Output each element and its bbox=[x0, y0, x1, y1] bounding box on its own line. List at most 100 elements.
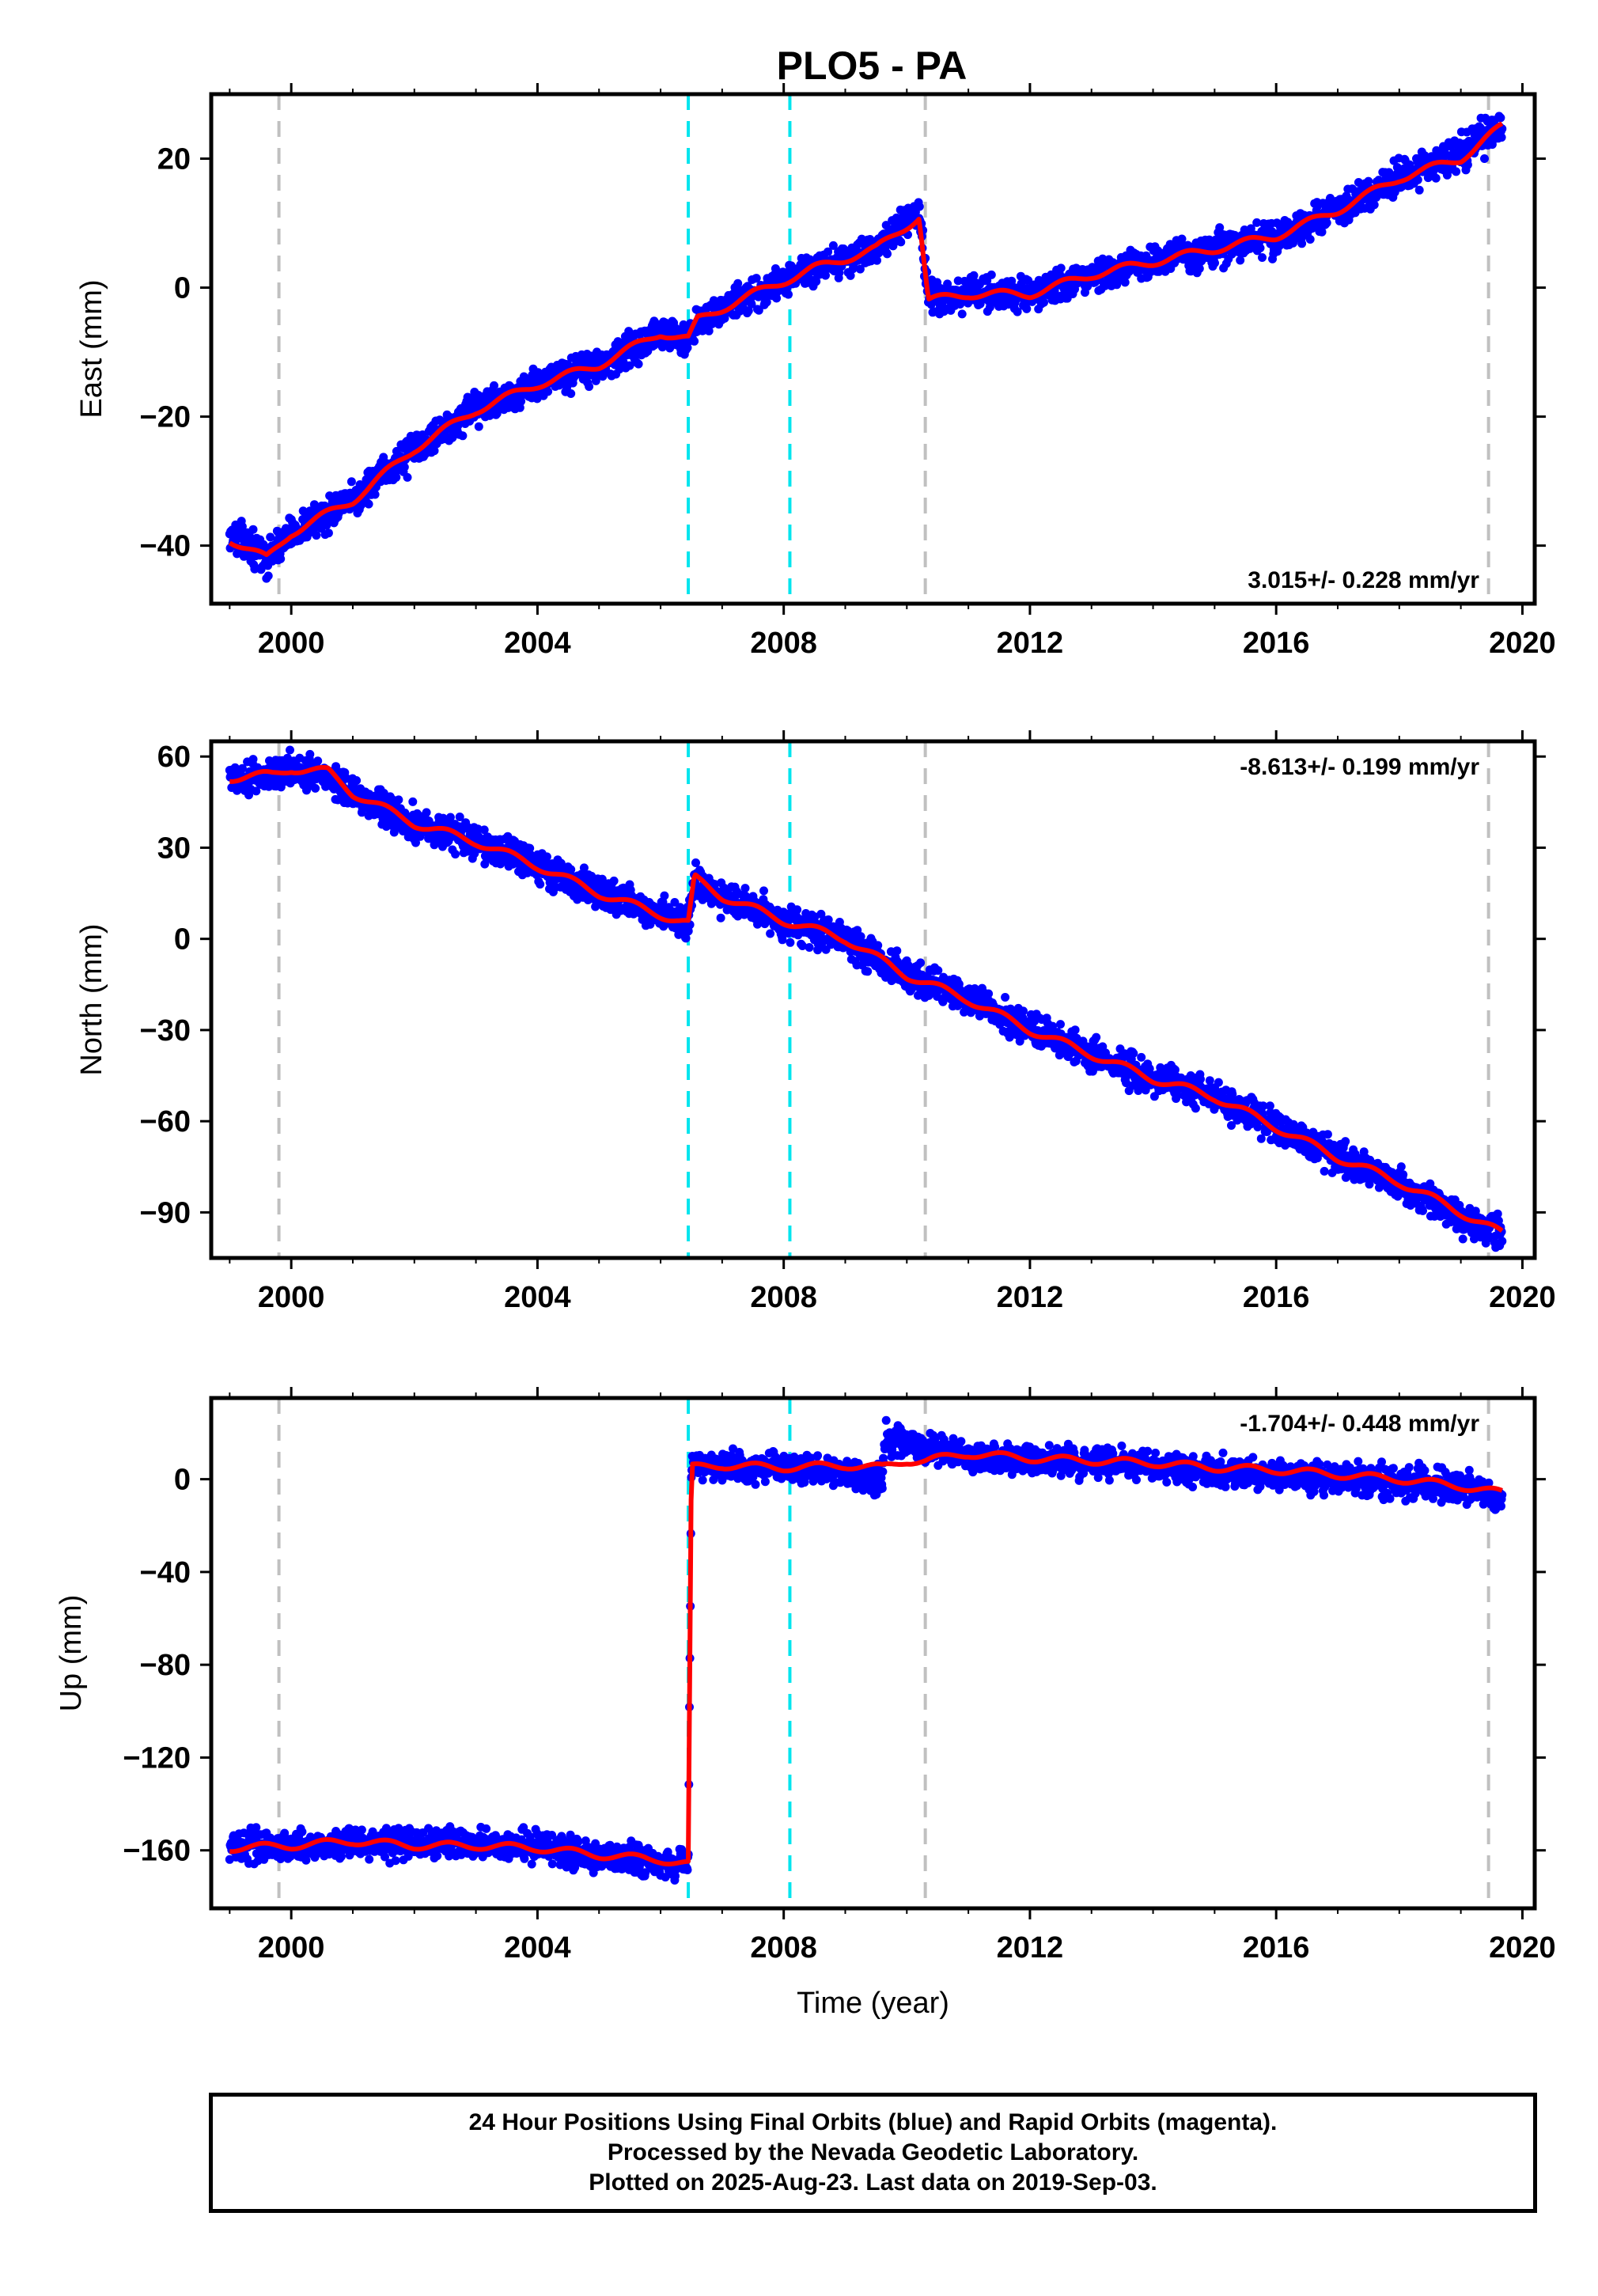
observation-point bbox=[1452, 167, 1461, 176]
observation-point bbox=[364, 499, 373, 509]
observation-point bbox=[716, 913, 725, 923]
observation-point bbox=[451, 850, 460, 859]
observation-point bbox=[311, 783, 320, 793]
observation-point bbox=[691, 858, 700, 867]
observation-point bbox=[276, 554, 286, 563]
observation-point bbox=[914, 202, 924, 211]
y-tick-label-east-2: 0 bbox=[174, 272, 191, 305]
chart-title: PLO5 - PA bbox=[777, 44, 968, 88]
observation-point bbox=[1496, 113, 1505, 123]
plot-area-east bbox=[211, 94, 1535, 604]
observation-point bbox=[625, 361, 634, 370]
observation-point bbox=[305, 749, 315, 759]
observation-point bbox=[474, 422, 483, 431]
observation-point bbox=[856, 932, 865, 942]
observation-point bbox=[1092, 1032, 1101, 1042]
x-tick-label-east-4: 2016 bbox=[1243, 627, 1310, 660]
observation-point bbox=[1214, 1078, 1223, 1087]
observation-point bbox=[1195, 264, 1204, 273]
observation-point bbox=[690, 336, 699, 346]
observation-point bbox=[660, 891, 669, 900]
observation-point bbox=[1341, 1137, 1350, 1146]
observation-point bbox=[1322, 218, 1331, 228]
observation-point bbox=[759, 886, 768, 896]
observation-point bbox=[346, 477, 356, 487]
observation-point bbox=[403, 472, 412, 482]
observation-point bbox=[422, 808, 431, 817]
observation-point bbox=[786, 938, 795, 947]
observation-point bbox=[863, 967, 873, 976]
observation-point bbox=[1323, 1130, 1332, 1139]
observation-point bbox=[1056, 1020, 1065, 1029]
observation-point bbox=[1070, 1025, 1080, 1035]
observation-point bbox=[883, 249, 892, 259]
y-tick-label-east-0: −40 bbox=[140, 530, 191, 563]
observation-point bbox=[1320, 1166, 1329, 1176]
panel-north: 2000 2004 2008 2012 2016 2020−90−60−3003060No… bbox=[75, 730, 1556, 1314]
observation-point bbox=[490, 381, 498, 390]
observation-point bbox=[286, 745, 294, 755]
observation-point bbox=[892, 946, 902, 956]
observation-point bbox=[1210, 258, 1219, 267]
observation-point bbox=[408, 797, 418, 806]
observation-point bbox=[1480, 154, 1489, 163]
observation-point bbox=[1414, 185, 1424, 195]
observation-point bbox=[969, 271, 979, 280]
x-tick-label-east-1: 2004 bbox=[504, 627, 571, 660]
observation-point bbox=[933, 966, 943, 976]
observation-point bbox=[1258, 253, 1267, 262]
observation-point bbox=[1039, 297, 1048, 307]
observation-point bbox=[370, 490, 380, 499]
observation-point bbox=[324, 529, 333, 538]
observation-point bbox=[352, 776, 362, 785]
observation-point bbox=[248, 525, 258, 534]
observation-point bbox=[263, 571, 273, 581]
observation-point bbox=[394, 795, 403, 805]
y-axis-label-east: East (mm) bbox=[75, 279, 108, 418]
observation-point bbox=[784, 290, 793, 299]
observation-point bbox=[1297, 239, 1307, 248]
observation-point bbox=[1255, 244, 1265, 252]
observation-point bbox=[1196, 1074, 1205, 1084]
observation-point bbox=[916, 958, 926, 968]
observation-point bbox=[313, 756, 323, 766]
x-tick-label-east-3: 2012 bbox=[997, 627, 1064, 660]
observation-point bbox=[613, 337, 623, 347]
observation-point bbox=[566, 389, 576, 398]
y-tick-label-east-3: 20 bbox=[157, 143, 191, 176]
observation-point bbox=[266, 532, 275, 542]
observation-point bbox=[1191, 1104, 1200, 1113]
observation-point bbox=[585, 382, 594, 392]
observation-point bbox=[957, 309, 967, 319]
observation-point bbox=[793, 905, 802, 915]
observation-point bbox=[400, 462, 409, 472]
observation-point bbox=[458, 431, 468, 441]
observation-point bbox=[392, 472, 401, 482]
observation-point bbox=[1431, 173, 1441, 183]
observation-point bbox=[1305, 235, 1315, 244]
observation-point bbox=[986, 270, 996, 279]
observation-point bbox=[1497, 133, 1506, 142]
observation-point bbox=[609, 876, 619, 885]
observation-point bbox=[1019, 1006, 1028, 1016]
observation-point bbox=[1369, 200, 1379, 210]
observation-point bbox=[430, 446, 439, 456]
observation-point bbox=[543, 387, 553, 396]
observation-point bbox=[248, 755, 258, 764]
observation-point bbox=[766, 929, 775, 938]
observation-point bbox=[1129, 1048, 1138, 1058]
observation-point bbox=[873, 941, 883, 950]
observation-point bbox=[1056, 263, 1066, 273]
observation-point bbox=[740, 884, 750, 893]
observation-point bbox=[509, 397, 519, 407]
observation-point bbox=[1137, 1052, 1146, 1062]
observation-point bbox=[634, 359, 643, 369]
observation-point bbox=[1120, 278, 1130, 287]
x-tick-label-east-0: 2000 bbox=[258, 627, 325, 660]
observation-point bbox=[805, 943, 814, 952]
x-tick-label-east-2: 2008 bbox=[750, 627, 817, 660]
observation-point bbox=[536, 880, 545, 889]
